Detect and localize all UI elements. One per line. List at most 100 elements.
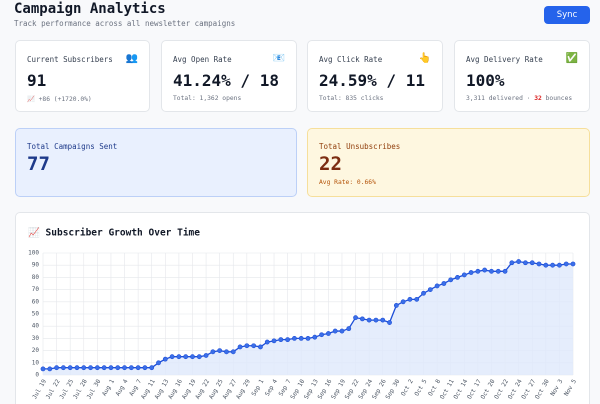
point: [101, 365, 107, 371]
point: [135, 365, 141, 371]
stat-detail: Total: 1,362 opens: [173, 95, 242, 102]
point: [523, 260, 528, 266]
point: [81, 365, 87, 371]
y-tick-label: 10: [32, 359, 40, 366]
stat-value: 41.24% / 18: [173, 71, 279, 90]
stat-icon: 📧: [272, 53, 285, 64]
point: [176, 354, 182, 360]
point: [529, 260, 535, 266]
point: [298, 336, 304, 341]
point: [230, 349, 236, 355]
x-tick-label: Nov 5: [563, 378, 578, 397]
chart-title: 📈 Subscriber Growth Over Time: [28, 227, 200, 239]
point: [88, 365, 93, 371]
point: [156, 360, 161, 366]
summary-value: 77: [27, 153, 50, 175]
point: [536, 261, 542, 267]
point: [183, 354, 189, 360]
y-tick-label: 50: [32, 311, 40, 318]
point: [122, 365, 127, 371]
point: [339, 328, 345, 334]
point: [271, 338, 277, 344]
sync-button[interactable]: Sync: [544, 6, 590, 24]
summary-label: Total Unsubscribes: [319, 142, 401, 151]
stat-icon: ✅: [565, 53, 578, 64]
stat-label: Avg Delivery Rate: [466, 55, 543, 64]
stat-label: Avg Click Rate: [319, 55, 383, 64]
point: [278, 337, 284, 343]
point: [319, 332, 324, 338]
page-subtitle: Track performance across all newsletter …: [14, 19, 236, 28]
stat-label: Current Subscribers: [27, 55, 113, 64]
point: [353, 315, 358, 321]
point: [346, 326, 352, 332]
stat-value: 91: [27, 71, 47, 90]
point: [169, 354, 175, 360]
stat-card: Current Subscribers 👥 91 📈 +86 (+1720.0%…: [15, 40, 150, 112]
point: [305, 336, 311, 341]
point: [393, 303, 399, 308]
point: [475, 268, 481, 274]
y-tick-label: 60: [32, 298, 40, 305]
y-tick-label: 100: [28, 250, 39, 257]
point: [217, 348, 223, 353]
stat-value: 100%: [466, 71, 505, 90]
stat-card: Avg Click Rate 👆 24.59% / 11 Total: 835 …: [307, 40, 443, 112]
point: [400, 299, 406, 305]
point: [441, 281, 447, 286]
point: [115, 365, 121, 371]
point: [196, 354, 202, 360]
point: [67, 365, 73, 371]
stat-detail: Total: 835 clicks: [319, 95, 384, 102]
summary-detail: Avg Rate: 0.66%: [319, 179, 376, 186]
point: [332, 328, 338, 334]
chart-card: 📈 Subscriber Growth Over Time 0 10 20 30 40 5…: [15, 212, 590, 404]
point: [502, 268, 508, 274]
y-tick-label: 20: [32, 347, 40, 354]
y-tick-label: 70: [32, 286, 40, 293]
point: [359, 316, 365, 322]
y-tick-label: 90: [32, 262, 40, 269]
point: [292, 336, 297, 341]
point: [509, 260, 515, 266]
summary-value: 22: [319, 153, 342, 175]
y-tick-label: 0: [35, 372, 39, 379]
stat-label: Avg Open Rate: [173, 55, 232, 64]
point: [550, 262, 556, 268]
summary-label: Total Campaigns Sent: [27, 142, 118, 151]
y-tick-label: 80: [32, 274, 40, 281]
y-tick-label: 40: [32, 323, 40, 330]
stat-icon: 👆: [418, 53, 431, 64]
point: [162, 356, 168, 362]
y-tick-label: 30: [32, 335, 40, 342]
point: [74, 365, 80, 371]
stat-detail: 📈 +86 (+1720.0%): [27, 96, 92, 103]
point: [543, 262, 549, 268]
point: [557, 262, 562, 268]
summary-card: Total Unsubscribes 22 Avg Rate: 0.66%: [307, 128, 590, 197]
point: [407, 296, 413, 302]
point: [60, 365, 66, 371]
stat-detail: 3,311 delivered · 32 bounces: [466, 95, 572, 102]
point: [373, 317, 379, 323]
point: [190, 354, 195, 360]
area: [43, 261, 573, 375]
point: [387, 320, 392, 325]
point: [468, 270, 474, 275]
point: [421, 290, 426, 296]
point: [461, 272, 467, 278]
point: [570, 261, 576, 267]
point: [455, 275, 460, 280]
point: [94, 365, 100, 371]
point: [264, 339, 270, 345]
point: [108, 365, 114, 371]
point: [312, 334, 318, 340]
point: [47, 366, 53, 372]
point: [563, 261, 569, 267]
point: [448, 277, 454, 283]
detail-text: 3,311 delivered ·: [466, 95, 535, 102]
stat-icon: 👥: [125, 53, 138, 64]
point: [414, 296, 420, 302]
point: [40, 366, 46, 372]
